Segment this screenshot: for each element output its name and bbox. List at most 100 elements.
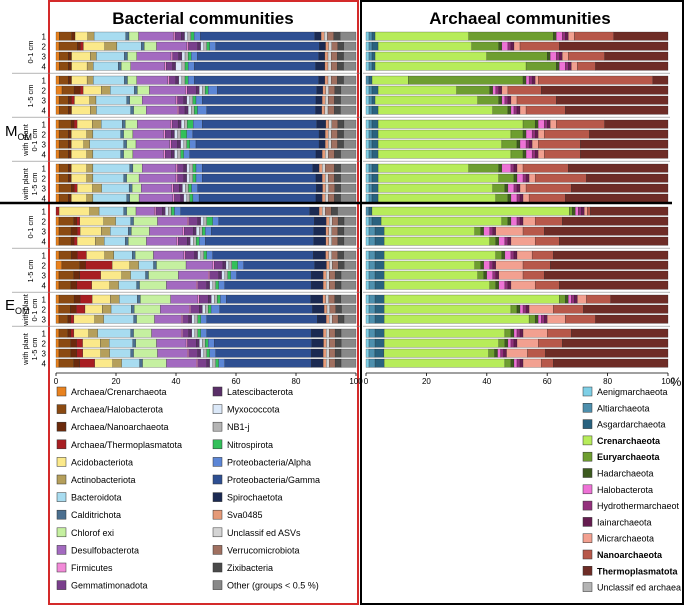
bacterial-bar-segment xyxy=(331,41,338,51)
bacterial-bar-segment xyxy=(180,193,184,203)
bacterial-bar-segment xyxy=(180,206,310,216)
archaea-legend-swatch xyxy=(582,468,593,478)
bacterial-bar-segment xyxy=(191,183,198,193)
archaea-legend-swatch xyxy=(582,435,593,446)
bacterial-bar-segment xyxy=(135,338,157,348)
archaeal-bar-segment xyxy=(577,61,596,71)
replicate-label: 4 xyxy=(42,281,47,290)
bacterial-bar-segment xyxy=(343,139,357,149)
archaeal-bar-segment xyxy=(365,51,370,61)
replicate-label: 2 xyxy=(42,174,47,183)
bacteria-legend-swatch xyxy=(212,439,223,450)
bacterial-bar-segment xyxy=(92,163,130,173)
bacterial-bar-segment xyxy=(127,51,137,61)
bacterial-bar-segment xyxy=(116,41,142,51)
bacterial-bar-segment xyxy=(202,85,206,95)
bacterial-bar-segment xyxy=(340,358,357,368)
bacterial-bar-segment xyxy=(190,304,200,314)
archaeal-bar-segment xyxy=(377,85,457,95)
replicate-label: 1 xyxy=(42,120,47,129)
bacterial-bar-segment xyxy=(58,236,72,246)
archaeal-bar-segment xyxy=(504,338,509,348)
bacterial-bar-segment xyxy=(83,139,90,149)
bacterial-bar-segment xyxy=(154,314,182,324)
archaeal-bar-segment xyxy=(371,139,379,149)
bacterial-bar-segment xyxy=(118,280,137,290)
bacterial-bar-segment xyxy=(221,270,225,280)
archaeal-bar-segment xyxy=(547,328,572,338)
archaeal-bar-segment xyxy=(541,314,545,324)
archaeal-bar-segment xyxy=(559,236,669,246)
archaeal-bar-segment xyxy=(513,358,518,368)
bacterial-bar-segment xyxy=(315,61,326,71)
bacterial-bar-segment xyxy=(326,328,330,338)
bacterial-bar-segment xyxy=(167,75,170,85)
bacterial-bar-segment xyxy=(191,105,195,115)
x-tick-label: 40 xyxy=(482,377,491,386)
bacterial-bar-segment xyxy=(205,85,209,95)
bacterial-bar-segment xyxy=(178,270,209,280)
bacterial-bar-segment xyxy=(340,173,357,183)
bacterial-bar-segment xyxy=(197,294,200,304)
archaeal-bar-segment xyxy=(368,31,373,41)
bacterial-bar-segment xyxy=(58,183,72,193)
archaeal-bar-segment xyxy=(568,31,575,41)
bacterial-bar-segment xyxy=(174,206,181,216)
archaeal-bar-segment xyxy=(501,95,506,105)
bacteria-legend-swatch xyxy=(212,474,223,485)
archaeal-bar-segment xyxy=(513,163,518,173)
bacterial-bar-segment xyxy=(192,163,197,173)
bacteria-legend-label: Spirochaetota xyxy=(227,493,283,503)
bacterial-bar-segment xyxy=(331,75,338,85)
bacterial-bar-segment xyxy=(58,348,72,358)
bacteria-legend-label: Nitrospirota xyxy=(227,440,273,450)
archaeal-bar-segment xyxy=(513,250,518,260)
archaeal-bar-segment xyxy=(562,338,669,348)
bacteria-legend-label: Proteobacteria/Alpha xyxy=(227,457,311,467)
archaeal-bar-segment xyxy=(562,31,566,41)
bacterial-bar-segment xyxy=(328,149,335,159)
archaeal-bar-segment xyxy=(492,183,506,193)
archaeal-bar-segment xyxy=(365,149,370,159)
bacterial-bar-segment xyxy=(186,129,194,139)
bacterial-bar-segment xyxy=(55,314,60,324)
archaeal-bar-segment xyxy=(510,250,515,260)
archaeal-bar-segment xyxy=(368,61,373,71)
archaeal-bar-segment xyxy=(516,328,521,338)
bacteria-legend-swatch xyxy=(212,404,223,414)
archaea-legend-label: Nanoarchaeota xyxy=(597,550,663,560)
bacterial-bar-segment xyxy=(138,31,174,41)
bacterial-bar-segment xyxy=(326,216,330,226)
archaeal-bar-segment xyxy=(501,163,512,173)
bacterial-bar-segment xyxy=(61,85,75,95)
archaeal-bar-segment xyxy=(513,183,518,193)
bacterial-bar-segment xyxy=(329,358,336,368)
bacterial-bar-segment xyxy=(322,294,326,304)
bacterial-bar-segment xyxy=(202,163,314,173)
bacterial-bar-segment xyxy=(162,206,166,216)
archaeal-bar-segment xyxy=(553,304,584,314)
bacterial-bar-segment xyxy=(338,260,345,270)
axes-layer: 0 20 40 60 80 100 0 20 40 60 80 100% xyxy=(0,72,682,389)
bacterial-bar-segment xyxy=(199,338,203,348)
archaea-legend-swatch xyxy=(582,500,593,511)
archaeal-bar-segment xyxy=(489,85,493,95)
archaeal-bar-segment xyxy=(589,129,669,139)
bacterial-bar-segment xyxy=(128,236,147,246)
archaeal-bar-segment xyxy=(571,61,578,71)
bacterial-bar-segment xyxy=(74,183,78,193)
archaeal-bar-segment xyxy=(365,304,370,314)
bacterial-bar-segment xyxy=(138,173,177,183)
bacterial-bar-segment xyxy=(327,31,334,41)
bacterial-bar-segment xyxy=(148,270,179,280)
archaeal-bar-segment xyxy=(565,61,569,71)
bacterial-bar-segment xyxy=(128,226,132,236)
bacterial-bar-segment xyxy=(71,31,76,41)
bacterial-bar-segment xyxy=(58,119,72,129)
bacterial-bar-segment xyxy=(183,173,187,183)
bacteria-legend-swatch xyxy=(56,474,67,485)
bacterial-bar-segment xyxy=(328,183,335,193)
bacterial-bar-segment xyxy=(101,226,111,236)
bacterial-bar-segment xyxy=(326,314,330,324)
archaeal-bar-segment xyxy=(525,105,566,115)
